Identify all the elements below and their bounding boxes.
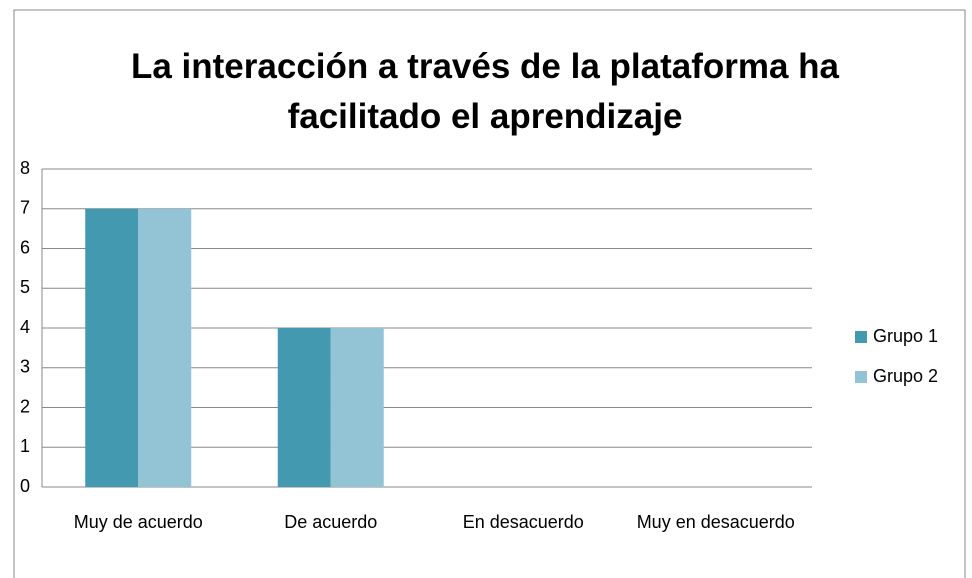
- bar: [330, 328, 384, 487]
- y-tick-label: 4: [20, 317, 30, 337]
- bar: [85, 208, 139, 487]
- frame: [13, 9, 966, 578]
- x-tick-label: Muy de acuerdo: [73, 512, 203, 532]
- y-tick-label: 5: [20, 277, 30, 297]
- x-tick-label: Muy en desacuerdo: [636, 512, 795, 532]
- y-tick-label: 0: [20, 476, 30, 496]
- y-tick-label: 2: [20, 396, 30, 416]
- y-tick-label: 7: [20, 198, 30, 218]
- bar: [277, 328, 331, 487]
- legend-label: Grupo 2: [873, 366, 938, 386]
- x-tick-label: En desacuerdo: [462, 512, 584, 532]
- y-tick-label: 6: [20, 237, 30, 257]
- chart-title: La interacción a través de la plataforma…: [130, 47, 840, 136]
- legend-swatch: [855, 371, 867, 383]
- y-tick-label: 8: [20, 158, 30, 178]
- y-tick-label: 1: [20, 436, 30, 456]
- x-tick-label: De acuerdo: [284, 512, 378, 532]
- y-tick-label: 3: [20, 357, 30, 377]
- bar: [138, 208, 192, 487]
- legend-swatch: [855, 331, 867, 343]
- legend-label: Grupo 1: [873, 326, 938, 346]
